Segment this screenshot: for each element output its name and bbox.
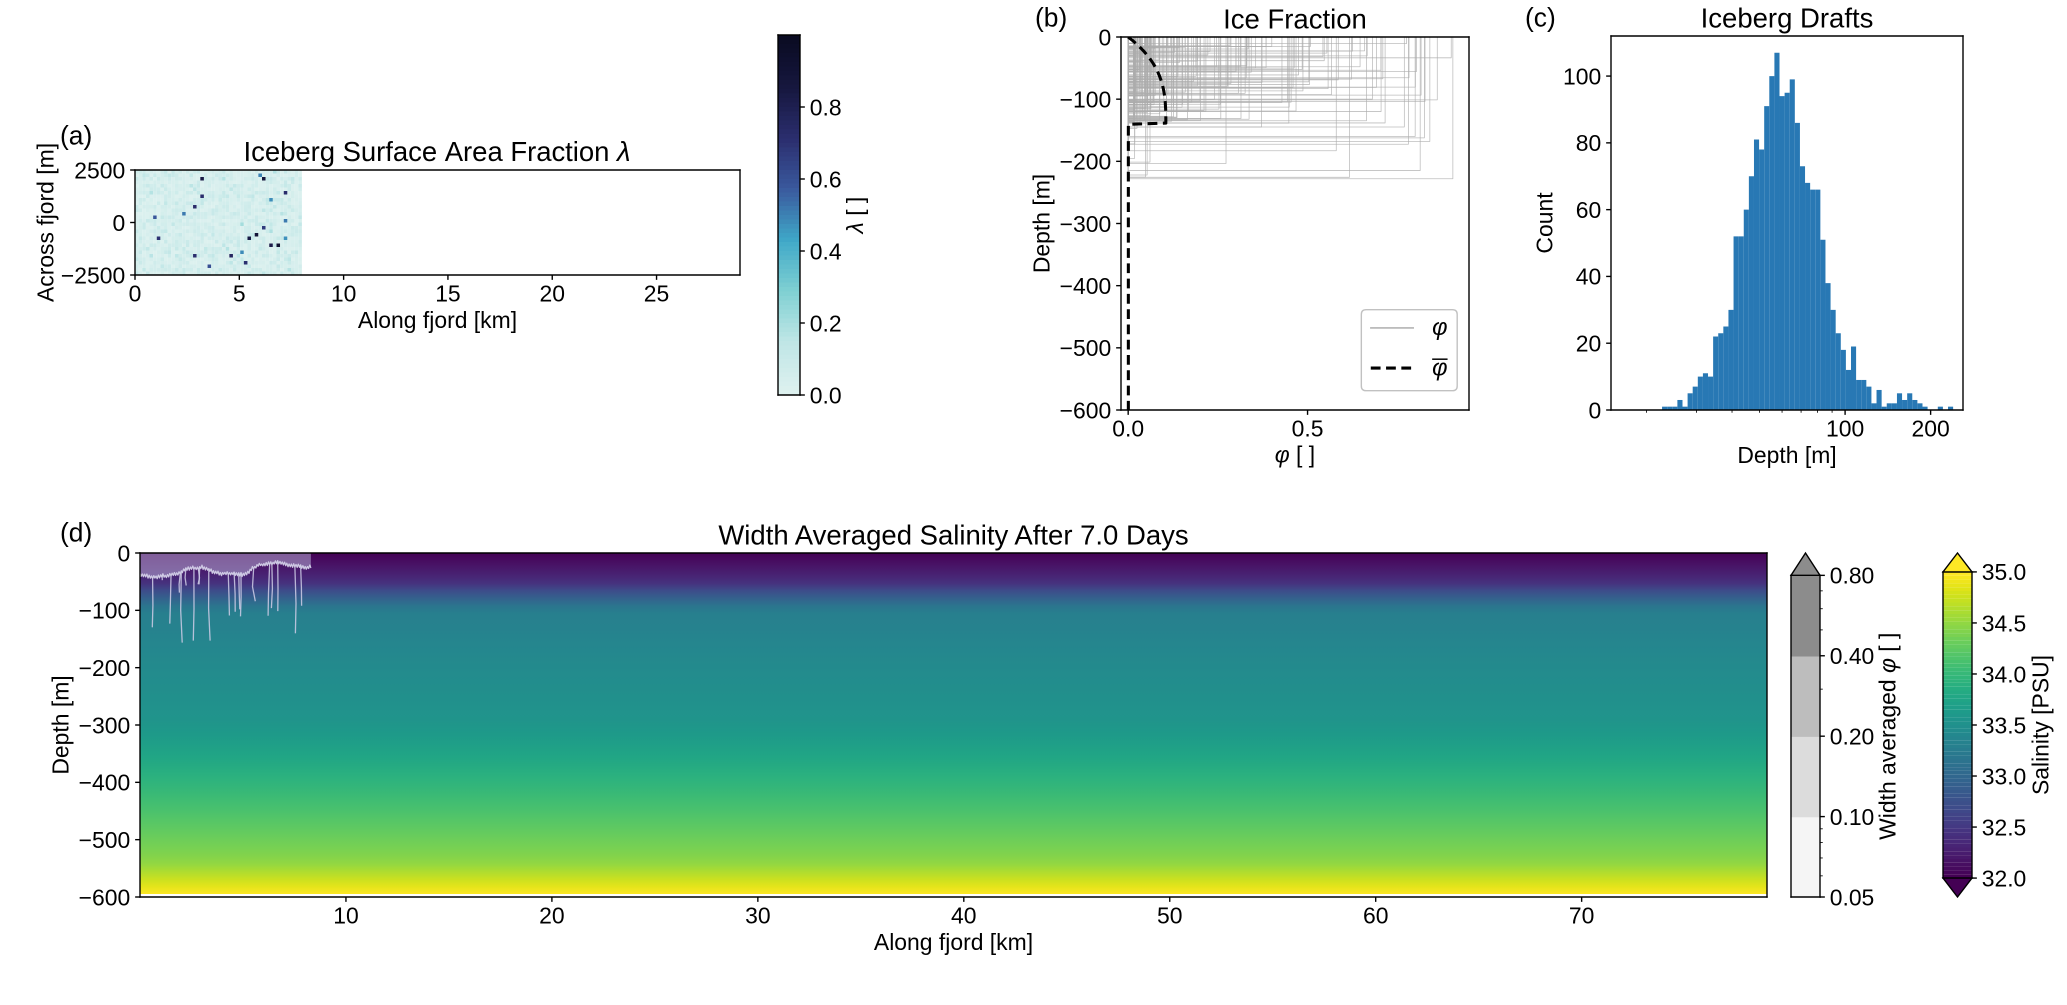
svg-text:−600: −600 [1060, 397, 1112, 423]
svg-text:35.0: 35.0 [1982, 559, 2027, 585]
svg-text:−2500: −2500 [61, 262, 125, 288]
svg-text:0.40: 0.40 [1830, 643, 1875, 669]
svg-text:Depth [m]: Depth [m] [1028, 174, 1054, 273]
svg-text:10: 10 [333, 902, 358, 928]
svg-text:5: 5 [233, 280, 246, 306]
svg-text:0.10: 0.10 [1830, 804, 1875, 830]
svg-text:0: 0 [113, 210, 126, 236]
svg-text:32.0: 32.0 [1982, 865, 2027, 891]
svg-text:Width Averaged Salinity After: Width Averaged Salinity After 7.0 Days [718, 520, 1188, 551]
svg-text:Depth [m]: Depth [m] [1737, 442, 1836, 468]
svg-text:34.5: 34.5 [1982, 610, 2027, 636]
svg-text:0: 0 [1099, 24, 1112, 50]
svg-text:Iceberg Drafts: Iceberg Drafts [1701, 3, 1874, 34]
svg-text:−300: −300 [1060, 211, 1112, 237]
svg-text:0: 0 [118, 540, 131, 566]
svg-text:−300: −300 [79, 712, 131, 738]
svg-text:0.20: 0.20 [1830, 723, 1875, 749]
svg-text:Ice Fraction: Ice Fraction [1223, 4, 1367, 35]
svg-text:−400: −400 [1060, 273, 1112, 299]
svg-text:40: 40 [1576, 264, 1601, 290]
svg-text:0.2: 0.2 [810, 310, 842, 336]
svg-text:100: 100 [1563, 63, 1601, 89]
svg-text:15: 15 [435, 280, 460, 306]
svg-text:0.5: 0.5 [1292, 415, 1324, 441]
svg-text:33.0: 33.0 [1982, 763, 2027, 789]
svg-text:Salinity [PSU]: Salinity [PSU] [2027, 655, 2053, 795]
svg-text:70: 70 [1569, 902, 1594, 928]
svg-text:20: 20 [539, 280, 564, 306]
svg-text:60: 60 [1363, 902, 1388, 928]
svg-text:50: 50 [1157, 902, 1182, 928]
svg-text:40: 40 [951, 902, 976, 928]
svg-text:(b): (b) [1035, 3, 1067, 33]
svg-text:0.80: 0.80 [1830, 563, 1875, 589]
svg-text:(a): (a) [60, 121, 92, 151]
svg-text:(d): (d) [60, 518, 92, 548]
svg-text:0.05: 0.05 [1830, 884, 1875, 910]
svg-text:−100: −100 [79, 598, 131, 624]
svg-text:−200: −200 [79, 655, 131, 681]
svg-text:−100: −100 [1060, 86, 1112, 112]
svg-text:0: 0 [1589, 397, 1602, 423]
svg-text:0: 0 [129, 280, 142, 306]
svg-text:λ [: λ [ ] [842, 197, 868, 236]
svg-text:60: 60 [1576, 197, 1601, 223]
svg-text:Along fjord [km]: Along fjord [km] [874, 929, 1033, 955]
svg-text:−500: −500 [79, 827, 131, 853]
svg-text:Depth [m]: Depth [m] [47, 675, 73, 774]
svg-text:200: 200 [1912, 415, 1950, 441]
svg-text:34.0: 34.0 [1982, 661, 2027, 687]
svg-text:0.0: 0.0 [1112, 415, 1144, 441]
svg-text:20: 20 [1576, 331, 1601, 357]
svg-text:W i d t: W i d t h a v e r a g e d [ ] φ [1875, 627, 1901, 840]
svg-text:20: 20 [539, 902, 564, 928]
svg-text:25: 25 [644, 280, 669, 306]
svg-text:32.5: 32.5 [1982, 814, 2027, 840]
svg-text:10: 10 [331, 280, 356, 306]
svg-text:Count: Count [1532, 192, 1558, 254]
svg-text:0.0: 0.0 [810, 382, 842, 408]
svg-text:−200: −200 [1060, 149, 1112, 175]
svg-text:30: 30 [745, 902, 770, 928]
svg-text:100: 100 [1826, 415, 1864, 441]
svg-text:0.8: 0.8 [810, 94, 842, 120]
svg-text:φ: φ [1432, 315, 1447, 341]
svg-text:φ [: φ [ ] [1275, 441, 1315, 467]
svg-text:0.6: 0.6 [810, 166, 842, 192]
svg-text:80: 80 [1576, 130, 1601, 156]
svg-text:Along fjord [km]: Along fjord [km] [358, 307, 517, 333]
svg-text:(c): (c) [1525, 3, 1556, 33]
svg-text:−600: −600 [79, 884, 131, 910]
svg-text:0.4: 0.4 [810, 238, 842, 264]
svg-text:33.5: 33.5 [1982, 712, 2027, 738]
svg-text:Across fjord [m]: Across fjord [m] [32, 143, 58, 302]
svg-text:I c e b: I c e b e r g S u r f a c e A r e a F r … [243, 136, 630, 167]
svg-text:2500: 2500 [74, 157, 125, 183]
svg-text:−400: −400 [79, 770, 131, 796]
svg-text:−500: −500 [1060, 335, 1112, 361]
